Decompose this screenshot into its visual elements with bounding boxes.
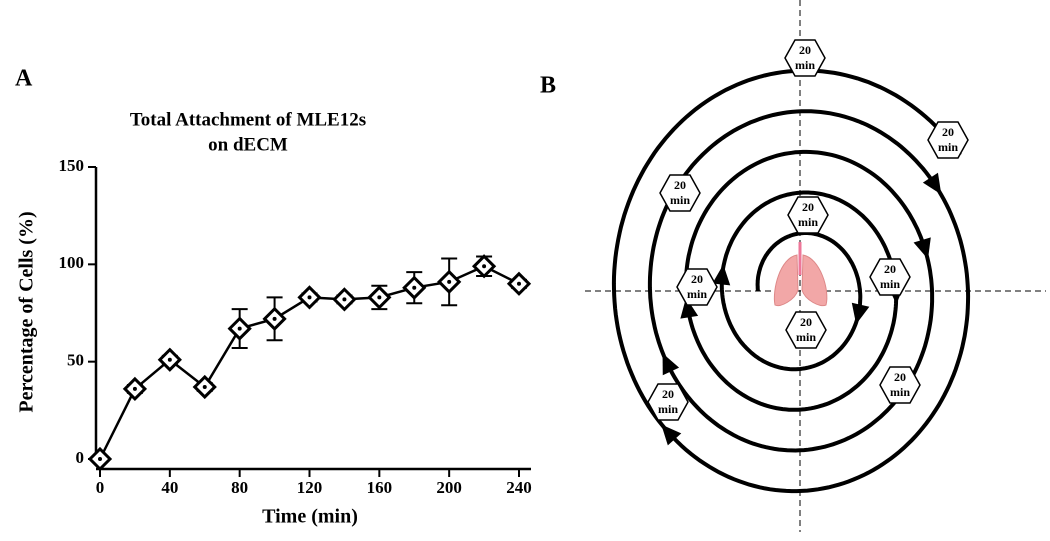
x-tick-label: 200 — [436, 478, 462, 497]
y-axis-label: Percentage of Cells (%) — [16, 211, 38, 412]
marker-dot — [307, 295, 312, 300]
marker-dot — [517, 281, 521, 286]
hexagon-label: min — [796, 330, 816, 344]
marker-dot — [412, 285, 417, 290]
hexagon-label: 20 — [799, 43, 811, 57]
hexagon-label: min — [670, 193, 690, 207]
hexagon — [787, 196, 829, 234]
panel-label: B — [540, 73, 556, 99]
y-tick-label: 150 — [59, 156, 85, 175]
spiral-arrowhead — [662, 353, 680, 376]
spiral-arrowhead — [680, 297, 699, 319]
hexagon-label: 20 — [674, 178, 686, 192]
lung-icon — [773, 242, 828, 307]
y-tick-label: 100 — [59, 253, 85, 272]
x-tick-label: 160 — [367, 478, 393, 497]
hexagon-label: min — [880, 277, 900, 291]
hexagon-label: 20 — [691, 272, 703, 286]
hexagon-label: 20 — [942, 125, 954, 139]
marker-dot — [447, 279, 452, 284]
hexagon — [879, 366, 921, 404]
hexagon-label: min — [658, 402, 678, 416]
marker-dot — [482, 264, 487, 269]
spiral-arrowhead — [913, 237, 931, 260]
marker-dot — [377, 295, 382, 300]
marker-dot — [237, 326, 242, 331]
hexagon-label: 20 — [802, 200, 814, 214]
spiral — [611, 68, 971, 494]
marker-dot — [342, 297, 347, 302]
spiral-arrowhead — [661, 424, 682, 446]
lung-right — [801, 254, 828, 307]
x-tick-label: 120 — [297, 478, 323, 497]
marker-dot — [132, 386, 137, 391]
hexagon-label: min — [687, 287, 707, 301]
hexagon-label: 20 — [800, 315, 812, 329]
hexagon-label: min — [938, 140, 958, 154]
x-tick-label: 0 — [96, 478, 105, 497]
hexagon-label: 20 — [894, 370, 906, 384]
marker-dot — [167, 357, 172, 362]
hexagon — [784, 39, 826, 77]
chart-title: on dECM — [208, 134, 288, 155]
spiral-arrowhead — [851, 302, 870, 325]
chart-title: Total Attachment of MLE12s — [130, 109, 366, 130]
hexagon — [647, 383, 689, 421]
hexagon — [785, 311, 827, 349]
panel-label: A — [15, 66, 33, 92]
hexagon-label: min — [795, 58, 815, 72]
marker-dot — [272, 316, 277, 321]
hexagon-label: min — [890, 385, 910, 399]
hexagon — [659, 174, 701, 212]
lung-left — [773, 254, 799, 307]
marker-dot — [98, 457, 102, 461]
y-tick-label: 50 — [67, 351, 84, 370]
spiral-arrowhead — [712, 264, 731, 286]
x-tick-label: 40 — [161, 478, 178, 497]
x-tick-label: 240 — [506, 478, 532, 497]
hexagon — [927, 121, 969, 159]
hexagon-label: 20 — [884, 262, 896, 276]
hexagon — [676, 268, 718, 306]
hexagon-label: min — [798, 215, 818, 229]
spiral-arrowhead — [922, 172, 942, 195]
hexagon-label: 20 — [662, 387, 674, 401]
hexagon — [869, 258, 911, 296]
x-axis-label: Time (min) — [262, 506, 358, 528]
x-tick-label: 80 — [231, 478, 248, 497]
y-tick-label: 0 — [76, 448, 85, 467]
marker-dot — [202, 384, 207, 389]
